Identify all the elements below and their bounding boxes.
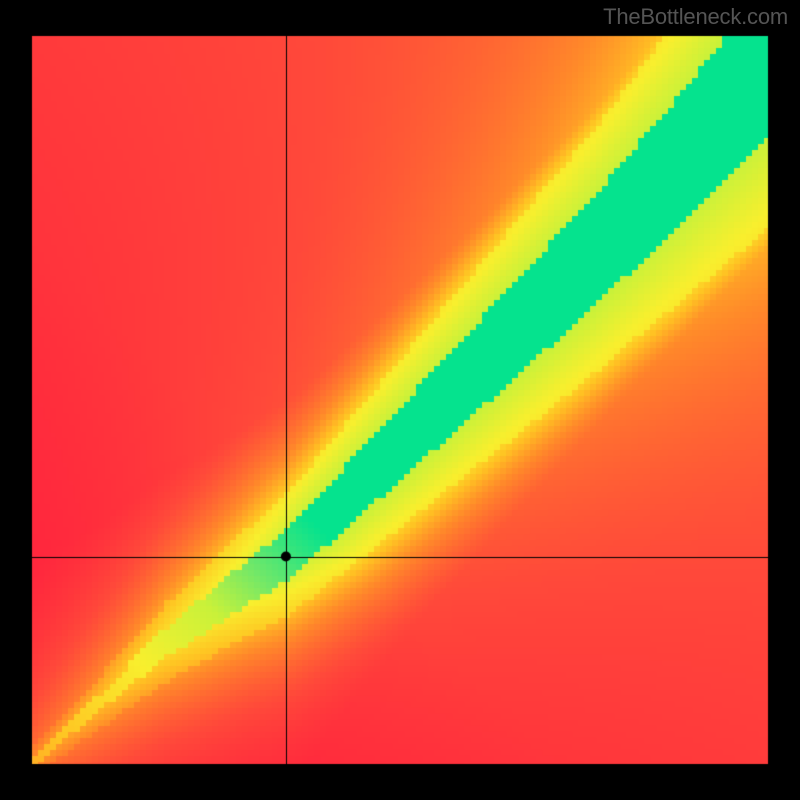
watermark-text: TheBottleneck.com bbox=[603, 4, 788, 30]
bottleneck-heatmap bbox=[0, 0, 800, 800]
